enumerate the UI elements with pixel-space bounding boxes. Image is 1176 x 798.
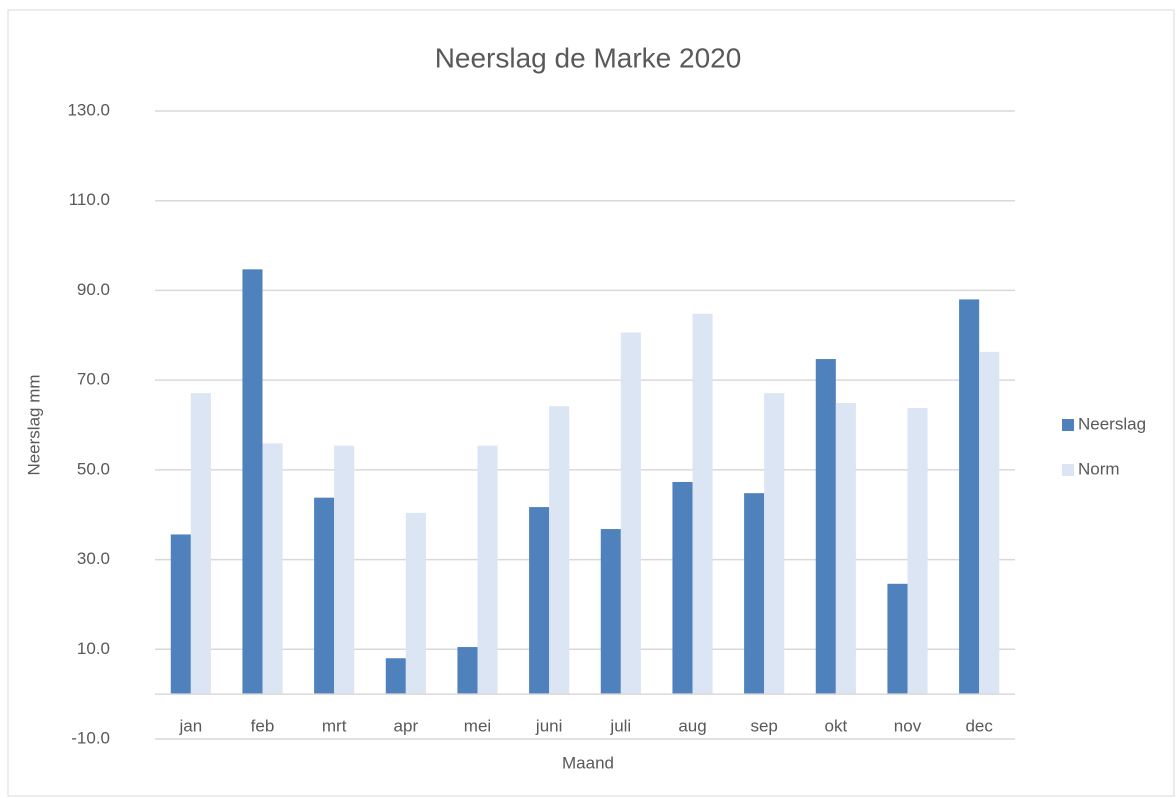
bar <box>385 658 406 695</box>
x-tick-label: feb <box>251 716 275 735</box>
y-tick-label: 130.0 <box>67 100 110 119</box>
x-tick-label: juli <box>609 716 631 735</box>
legend-label: Neerslag <box>1078 414 1146 433</box>
x-tick-label: aug <box>678 716 706 735</box>
x-axis-label: Maand <box>562 753 614 772</box>
bar <box>529 507 550 695</box>
y-tick-label: -10.0 <box>71 728 110 747</box>
bar <box>979 351 1000 695</box>
bar <box>692 313 713 695</box>
bar <box>314 497 335 695</box>
x-tick-label: sep <box>750 716 777 735</box>
y-tick-label: 110.0 <box>69 190 110 209</box>
bar <box>334 445 355 695</box>
x-tick-label: mrt <box>322 716 347 735</box>
bar <box>764 393 785 695</box>
bar <box>907 407 928 695</box>
bar <box>835 403 856 695</box>
x-tick-label: jan <box>178 716 202 735</box>
bar <box>457 647 478 695</box>
y-axis-label: Neerslag mm <box>24 374 43 475</box>
bar <box>405 512 426 695</box>
legend-swatch <box>1062 464 1074 476</box>
bar <box>477 445 498 695</box>
legend-label: Norm <box>1078 459 1120 478</box>
legend-swatch <box>1062 419 1074 431</box>
y-tick-label: 10.0 <box>77 639 110 658</box>
x-tick-label: apr <box>394 716 419 735</box>
bar <box>887 583 908 695</box>
x-tick-label: dec <box>965 716 993 735</box>
bar <box>242 269 263 695</box>
bar <box>672 481 693 695</box>
bar <box>744 493 765 695</box>
bar <box>600 529 621 695</box>
y-tick-label: 90.0 <box>77 280 110 299</box>
x-tick-label: okt <box>824 716 847 735</box>
y-tick-label: 30.0 <box>77 549 110 568</box>
chart-title: Neerslag de Marke 2020 <box>435 42 742 73</box>
y-tick-label: 50.0 <box>77 459 110 478</box>
bar <box>815 359 836 695</box>
bar <box>959 299 980 695</box>
bar <box>262 443 283 695</box>
x-tick-label: nov <box>894 716 922 735</box>
bar <box>170 534 191 695</box>
bar <box>620 332 641 695</box>
y-tick-label: 70.0 <box>77 370 110 389</box>
x-tick-label: juni <box>535 716 562 735</box>
bar <box>190 393 211 695</box>
x-tick-label: mei <box>464 716 491 735</box>
bar <box>549 406 570 695</box>
